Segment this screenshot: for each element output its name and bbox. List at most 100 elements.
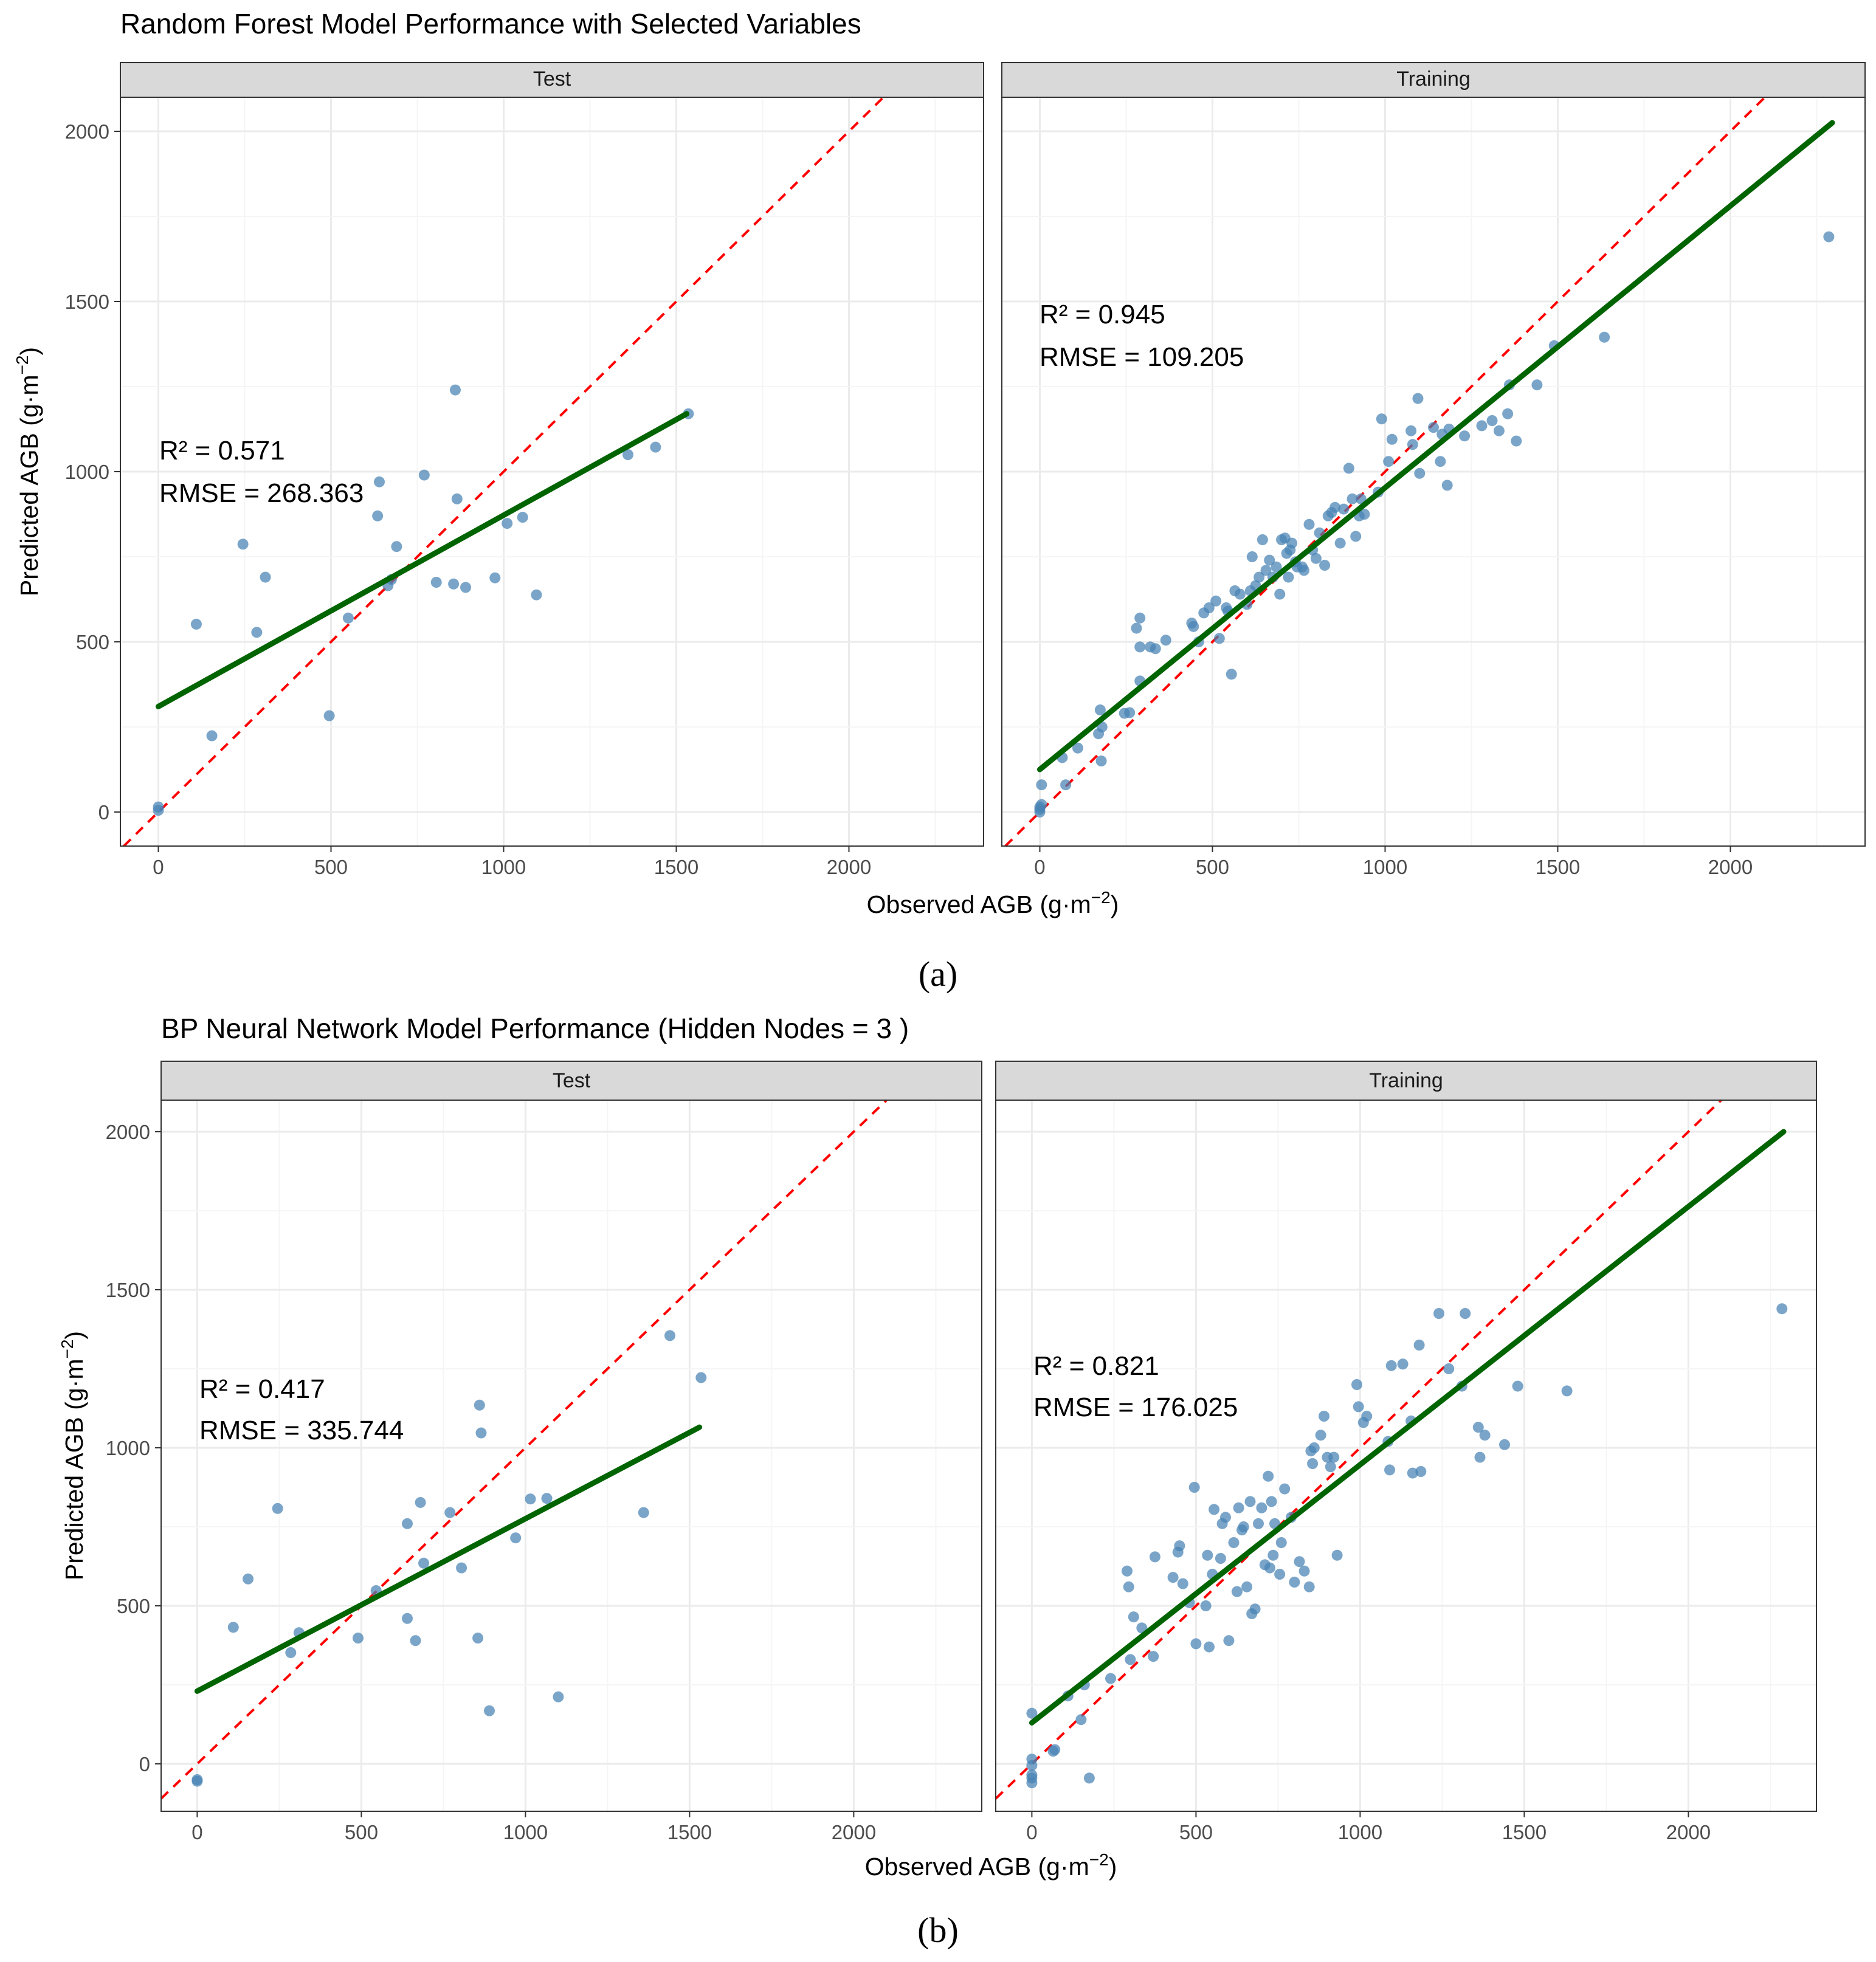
- data-point: [410, 1635, 421, 1647]
- data-point: [1188, 1482, 1200, 1493]
- rmse-label: RMSE = 176.025: [1033, 1392, 1238, 1422]
- data-point: [1531, 379, 1543, 391]
- data-point: [1095, 756, 1107, 766]
- plot-panel-box: [160, 1100, 982, 1812]
- data-point: [1298, 1565, 1310, 1577]
- rmse-label: RMSE = 109.205: [1040, 342, 1244, 372]
- data-point: [1274, 1569, 1286, 1580]
- data-point: [1325, 1461, 1336, 1473]
- data-point: [1383, 456, 1395, 467]
- data-point: [1167, 1572, 1179, 1583]
- data-point: [1174, 1540, 1185, 1552]
- data-point: [418, 469, 430, 481]
- y-tick-label: 2000: [106, 1121, 150, 1143]
- y-tick-label: 1000: [106, 1437, 150, 1459]
- data-point: [1264, 554, 1275, 566]
- x-tick-label: 1000: [1338, 1821, 1382, 1843]
- data-point: [1443, 1363, 1455, 1374]
- y-axis-title: Predicted AGB (g·m−2): [58, 1331, 88, 1580]
- data-point: [1213, 633, 1225, 644]
- data-point: [251, 627, 263, 638]
- x-tick-label: 1000: [503, 1821, 548, 1843]
- plot-panel-border: [995, 1100, 1817, 1812]
- data-point: [430, 577, 442, 588]
- data-point: [1823, 231, 1835, 243]
- r-squared-label: R² = 0.571: [159, 436, 285, 466]
- r-squared-label: R² = 0.945: [1040, 300, 1165, 329]
- data-point: [1149, 1551, 1160, 1563]
- data-point: [1209, 1504, 1220, 1515]
- data-point: [1328, 1451, 1340, 1463]
- x-tick-label: 2000: [827, 856, 871, 878]
- x-tick-label: 1500: [1502, 1821, 1547, 1843]
- data-point: [1376, 413, 1387, 425]
- data-point: [1271, 561, 1282, 573]
- data-point: [1413, 1340, 1425, 1351]
- data-point: [1428, 422, 1439, 433]
- data-point: [517, 512, 528, 523]
- y-tick-label: 1500: [106, 1279, 150, 1301]
- data-point: [1215, 1553, 1226, 1564]
- data-point: [695, 1372, 707, 1383]
- data-point: [1202, 1549, 1213, 1561]
- data-point: [1223, 1635, 1235, 1647]
- data-point: [1134, 612, 1146, 624]
- one-to-one-line: [995, 1099, 1722, 1800]
- data-point: [1502, 408, 1514, 419]
- plot-panel-border: [160, 1100, 982, 1812]
- regression-line: [155, 411, 690, 709]
- data-point: [1347, 493, 1358, 504]
- data-point: [664, 1330, 675, 1341]
- x-tick-label: 2000: [832, 1821, 876, 1843]
- regression-line: [1029, 1129, 1787, 1726]
- data-point: [1361, 1411, 1373, 1422]
- data-point: [1599, 331, 1610, 343]
- data-point: [1049, 1744, 1061, 1755]
- data-point: [1228, 1537, 1240, 1548]
- plot-panel-box: [995, 1100, 1817, 1812]
- gridlines: [1002, 97, 1865, 846]
- data-point: [1279, 1483, 1291, 1495]
- data-point: [1254, 571, 1265, 583]
- regression-line: [1036, 120, 1835, 773]
- figure-b-sublabel: (b): [917, 1910, 959, 1950]
- x-tick-label: 500: [1196, 856, 1229, 878]
- data-point: [1338, 503, 1350, 515]
- data-point: [1351, 1379, 1362, 1390]
- data-point: [1353, 1401, 1364, 1413]
- data-point: [1298, 565, 1309, 576]
- data-point: [1200, 1600, 1212, 1611]
- data-point: [1203, 602, 1215, 613]
- data-point: [622, 449, 633, 460]
- data-point: [1253, 1518, 1264, 1529]
- data-point: [1256, 1502, 1267, 1513]
- data-point: [1210, 595, 1222, 607]
- x-axis-title: Observed AGB (g·m−2): [865, 1850, 1117, 1881]
- data-point: [1512, 1380, 1523, 1392]
- rmse-label: RMSE = 335.744: [199, 1416, 404, 1445]
- rmse-label: RMSE = 268.363: [159, 478, 364, 508]
- data-point: [1249, 1603, 1261, 1615]
- data-point: [1493, 425, 1505, 436]
- figure-a-test-panel: Test R² = 0.571 RMSE = 268.363 0 500 1000 1…: [65, 62, 984, 878]
- x-tick-label: 0: [191, 1821, 202, 1843]
- data-point: [1274, 588, 1286, 600]
- one-to-one-line: [160, 1099, 888, 1800]
- figure-a-title: Random Forest Model Performance with Sel…: [120, 8, 861, 40]
- data-point: [1266, 1496, 1277, 1507]
- strip-label: Training: [1369, 1069, 1443, 1092]
- data-point: [1435, 456, 1446, 467]
- data-point: [525, 1493, 536, 1505]
- data-point: [1234, 588, 1246, 600]
- scatter-points: [191, 1330, 707, 1787]
- data-point: [1315, 1430, 1326, 1441]
- data-point: [1264, 1562, 1275, 1574]
- data-point: [206, 730, 218, 742]
- data-point: [1776, 1303, 1788, 1315]
- data-point: [449, 384, 461, 396]
- figure-a-training-panel: Training R² = 0.945 RMSE = 109.205 0 500 1…: [1001, 62, 1866, 878]
- x-tick-label: 500: [345, 1821, 378, 1843]
- y-tick-label: 2000: [65, 120, 109, 143]
- x-tick-label: 1000: [1363, 856, 1407, 878]
